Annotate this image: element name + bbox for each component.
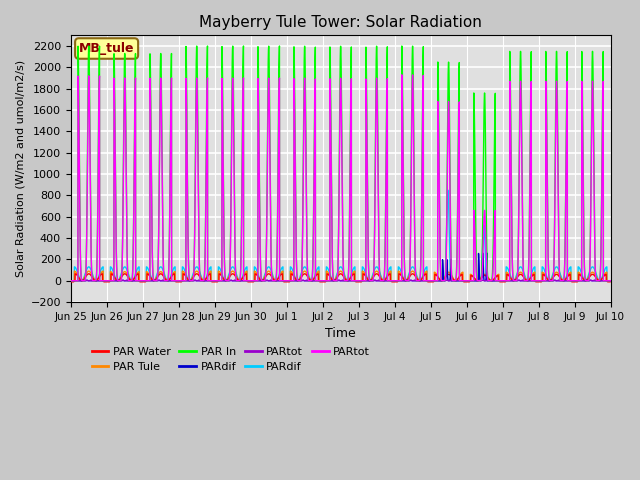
X-axis label: Time: Time [325,327,356,340]
Y-axis label: Solar Radiation (W/m2 and umol/m2/s): Solar Radiation (W/m2 and umol/m2/s) [15,60,25,277]
Text: MB_tule: MB_tule [79,42,134,55]
Title: Mayberry Tule Tower: Solar Radiation: Mayberry Tule Tower: Solar Radiation [199,15,482,30]
Legend: PAR Water, PAR Tule, PAR In, PARdif, PARtot, PARdif, PARtot: PAR Water, PAR Tule, PAR In, PARdif, PAR… [87,342,374,376]
